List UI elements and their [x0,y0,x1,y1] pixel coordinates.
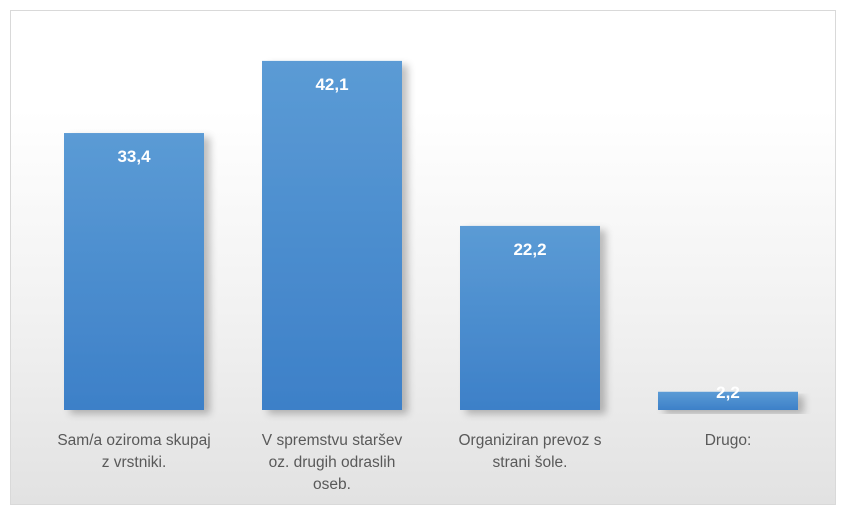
category-label-3-line-1: Organiziran prevoz s [458,432,601,449]
bars-group: 33,4 42,1 22,2 2,2 [64,60,798,410]
bar-chart: 33,4 42,1 22,2 2,2 Sam/a oziroma skupaj z vr… [57,60,798,493]
bar-3 [460,225,600,410]
chart-area: 33,4 42,1 22,2 2,2 Sam/a oziroma skupaj z vr… [10,10,836,505]
bar-4 [658,391,798,410]
category-label-1: Sam/a oziroma skupaj z vrstniki. [57,432,210,471]
category-label-2-line-2: oz. drugih odraslih [269,454,396,471]
category-label-2-line-1: V spremstvu staršev [262,432,403,449]
category-label-1-line-2: z vrstniki. [102,454,167,471]
category-label-2: V spremstvu staršev oz. drugih odraslih os… [262,432,403,493]
data-label-1: 33,4 [117,147,151,166]
category-label-3: Organiziran prevoz s strani šole. [458,432,601,471]
data-label-2: 42,1 [315,75,348,94]
category-label-1-line-1: Sam/a oziroma skupaj [57,432,210,449]
category-label-4: Drugo: [705,432,752,449]
bar-2 [262,60,402,410]
category-label-4-line-1: Drugo: [705,432,752,449]
data-label-4: 2,2 [716,383,740,402]
category-label-3-line-2: strani šole. [493,454,568,471]
bar-1 [64,133,204,410]
data-label-3: 22,2 [513,240,546,259]
category-labels-group: Sam/a oziroma skupaj z vrstniki. V spremst… [57,432,751,493]
category-label-2-line-3: oseb. [313,476,351,493]
